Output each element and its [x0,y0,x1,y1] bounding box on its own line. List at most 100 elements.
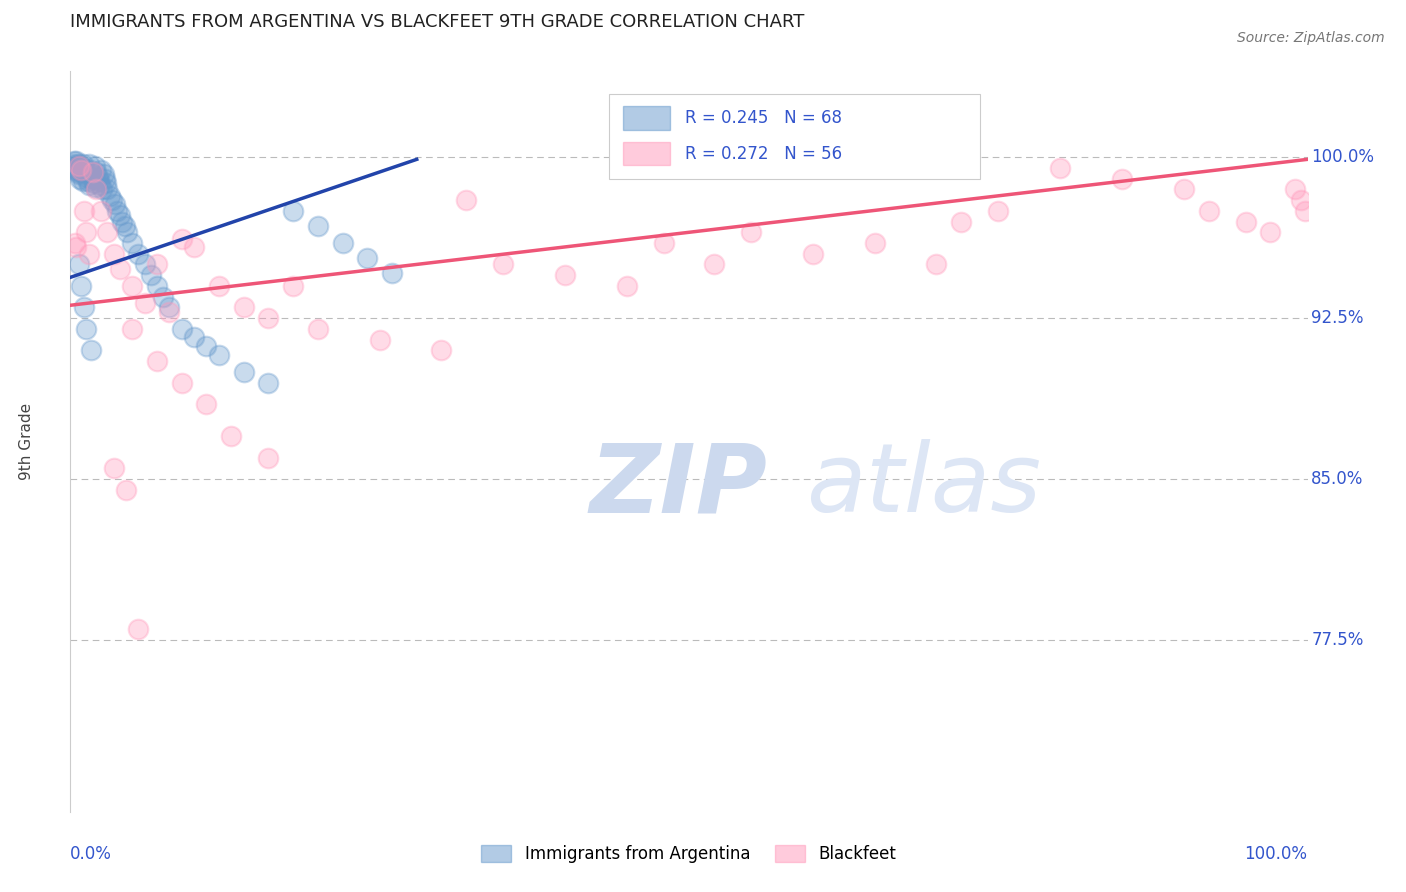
Point [67,156,90,170]
Point [950,214,973,228]
Point [157,304,180,318]
Point [356,251,378,265]
Point [84,182,107,196]
Point [801,246,824,260]
Point [115,225,138,239]
Point [1294,203,1316,218]
Point [65,154,87,169]
Point [82,171,104,186]
Point [70,279,93,293]
Point [65,235,87,250]
Point [94,171,117,186]
Point [281,279,304,293]
Point [67,167,90,181]
Point [83,176,105,190]
Point [121,322,143,336]
Point [368,333,391,347]
Point [740,225,762,239]
Point [70,165,93,179]
Point [170,376,193,390]
Point [96,182,118,196]
Point [80,343,103,358]
Text: IMMIGRANTS FROM ARGENTINA VS BLACKFEET 9TH GRADE CORRELATION CHART: IMMIGRANTS FROM ARGENTINA VS BLACKFEET 9… [70,12,804,30]
Point [1111,171,1133,186]
Text: 85.0%: 85.0% [1312,470,1364,488]
Point [257,450,280,465]
Point [257,376,280,390]
Point [456,193,478,207]
Text: Source: ZipAtlas.com: Source: ZipAtlas.com [1237,31,1385,45]
Point [208,279,231,293]
Point [82,165,104,179]
Point [121,279,143,293]
Point [103,461,125,475]
Point [86,169,108,184]
Point [79,163,101,178]
Point [703,258,725,272]
Point [257,311,280,326]
Point [67,258,90,272]
Point [67,159,90,173]
Point [554,268,576,283]
Point [72,156,94,170]
Point [70,163,93,178]
Point [77,178,100,193]
Point [115,483,138,497]
Point [63,154,86,169]
Point [430,343,453,358]
Point [73,203,96,218]
Point [146,354,169,368]
Point [1260,225,1282,239]
Point [90,203,112,218]
Point [80,167,103,181]
Point [73,161,96,175]
Point [492,258,515,272]
Point [103,246,125,260]
Point [219,429,242,443]
Point [183,330,205,344]
Point [87,174,110,188]
Point [69,171,91,186]
Point [170,322,193,336]
Point [73,301,96,315]
Text: 9th Grade: 9th Grade [20,403,35,480]
Point [208,348,231,362]
Point [195,339,218,353]
Point [84,159,107,173]
Point [105,203,128,218]
FancyBboxPatch shape [623,106,671,130]
Point [381,266,404,280]
Point [307,322,329,336]
Point [146,258,169,272]
Point [98,189,121,203]
Point [281,203,304,218]
Point [104,197,127,211]
FancyBboxPatch shape [623,142,671,165]
Point [65,161,87,175]
Point [75,225,97,239]
Text: R = 0.245   N = 68: R = 0.245 N = 68 [685,109,842,127]
Text: 100.0%: 100.0% [1244,845,1308,863]
Point [66,165,89,179]
Point [93,167,115,181]
Point [987,203,1010,218]
Point [157,301,180,315]
Text: 77.5%: 77.5% [1312,631,1364,649]
Point [96,225,118,239]
Point [63,159,86,173]
Point [1198,203,1220,218]
Text: 0.0%: 0.0% [70,845,112,863]
Point [101,193,124,207]
Point [75,165,97,179]
Point [1291,193,1313,207]
Point [127,623,149,637]
Point [121,235,143,250]
Legend: Immigrants from Argentina, Blackfeet: Immigrants from Argentina, Blackfeet [475,838,903,870]
Point [111,214,134,228]
Point [114,219,136,233]
Point [84,180,107,194]
Point [96,176,118,190]
Point [1284,182,1306,196]
Point [925,258,948,272]
Text: atlas: atlas [807,440,1042,533]
